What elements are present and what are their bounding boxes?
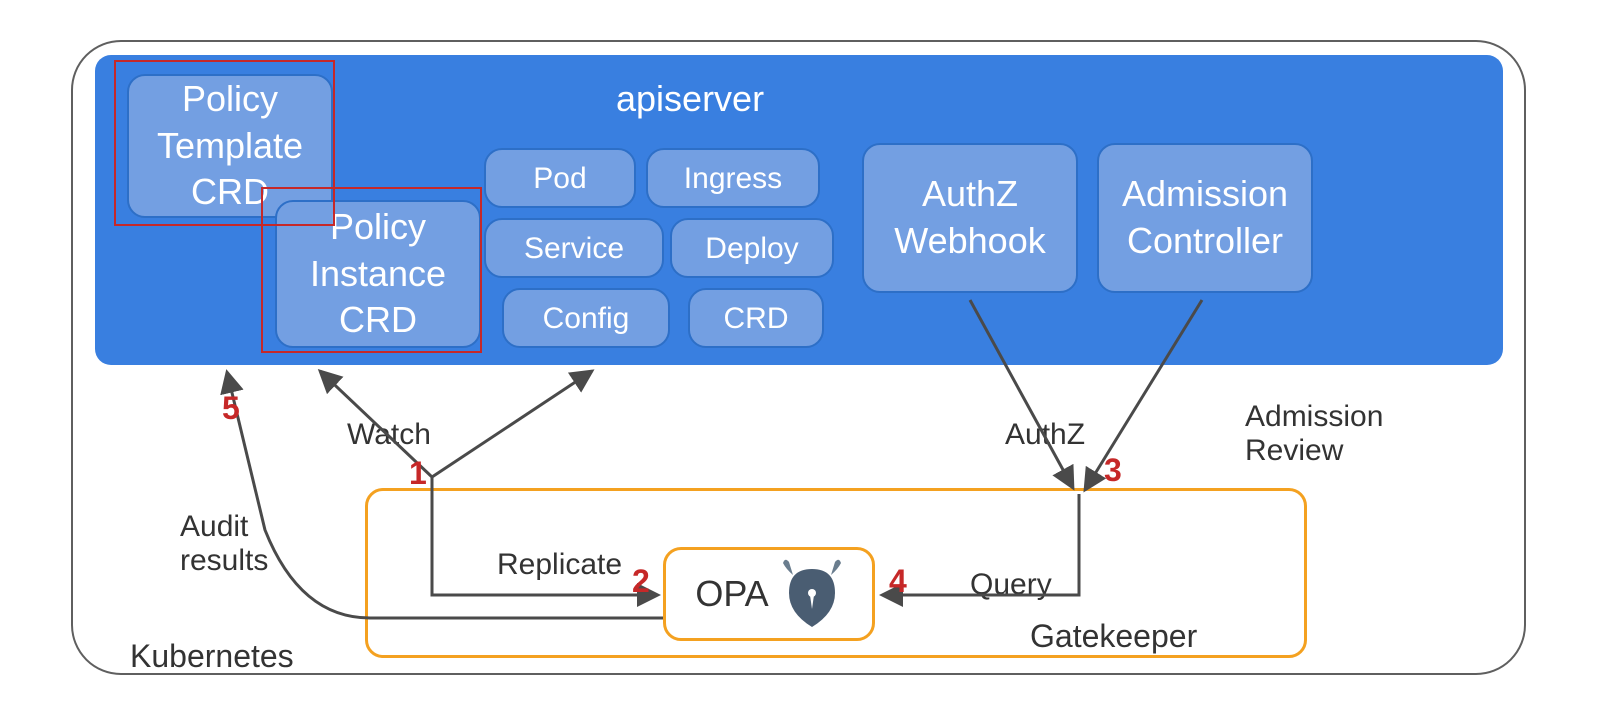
config-label: Config xyxy=(543,299,630,338)
admission-review-label: AdmissionReview xyxy=(1245,400,1383,468)
step-number-5: 5 xyxy=(222,390,240,427)
admission-controller-node: AdmissionController xyxy=(1097,143,1313,293)
audit-results-label: Auditresults xyxy=(180,510,268,578)
authz-label: AuthZ xyxy=(1005,418,1085,452)
apiserver-title: apiserver xyxy=(616,78,764,120)
deploy-node: Deploy xyxy=(670,218,834,278)
policy-instance-highlight xyxy=(261,187,482,353)
ingress-node: Ingress xyxy=(646,148,820,208)
crd-label: CRD xyxy=(724,299,789,338)
pod-node: Pod xyxy=(484,148,636,208)
kubernetes-label: Kubernetes xyxy=(130,638,294,675)
watch-label: Watch xyxy=(347,418,431,452)
config-node: Config xyxy=(502,288,670,348)
query-label: Query xyxy=(970,568,1052,602)
authz-webhook-label: AuthZWebhook xyxy=(894,171,1045,265)
crd-node: CRD xyxy=(688,288,824,348)
gatekeeper-label: Gatekeeper xyxy=(1030,618,1197,655)
admission-controller-label: AdmissionController xyxy=(1122,171,1288,265)
step-number-1: 1 xyxy=(409,455,427,492)
service-label: Service xyxy=(524,229,624,268)
step-number-3: 3 xyxy=(1104,452,1122,489)
diagram-root: Kubernetes apiserver PolicyTemplateCRD P… xyxy=(0,0,1600,706)
opa-node: OPA xyxy=(663,547,875,641)
step-number-2: 2 xyxy=(632,563,650,600)
replicate-label: Replicate xyxy=(497,548,622,582)
opa-label: OPA xyxy=(695,573,768,615)
service-node: Service xyxy=(484,218,664,278)
opa-logo-icon xyxy=(781,557,843,631)
deploy-label: Deploy xyxy=(705,229,798,268)
ingress-label: Ingress xyxy=(684,159,782,198)
pod-label: Pod xyxy=(533,159,586,198)
authz-webhook-node: AuthZWebhook xyxy=(862,143,1078,293)
step-number-4: 4 xyxy=(889,563,907,600)
